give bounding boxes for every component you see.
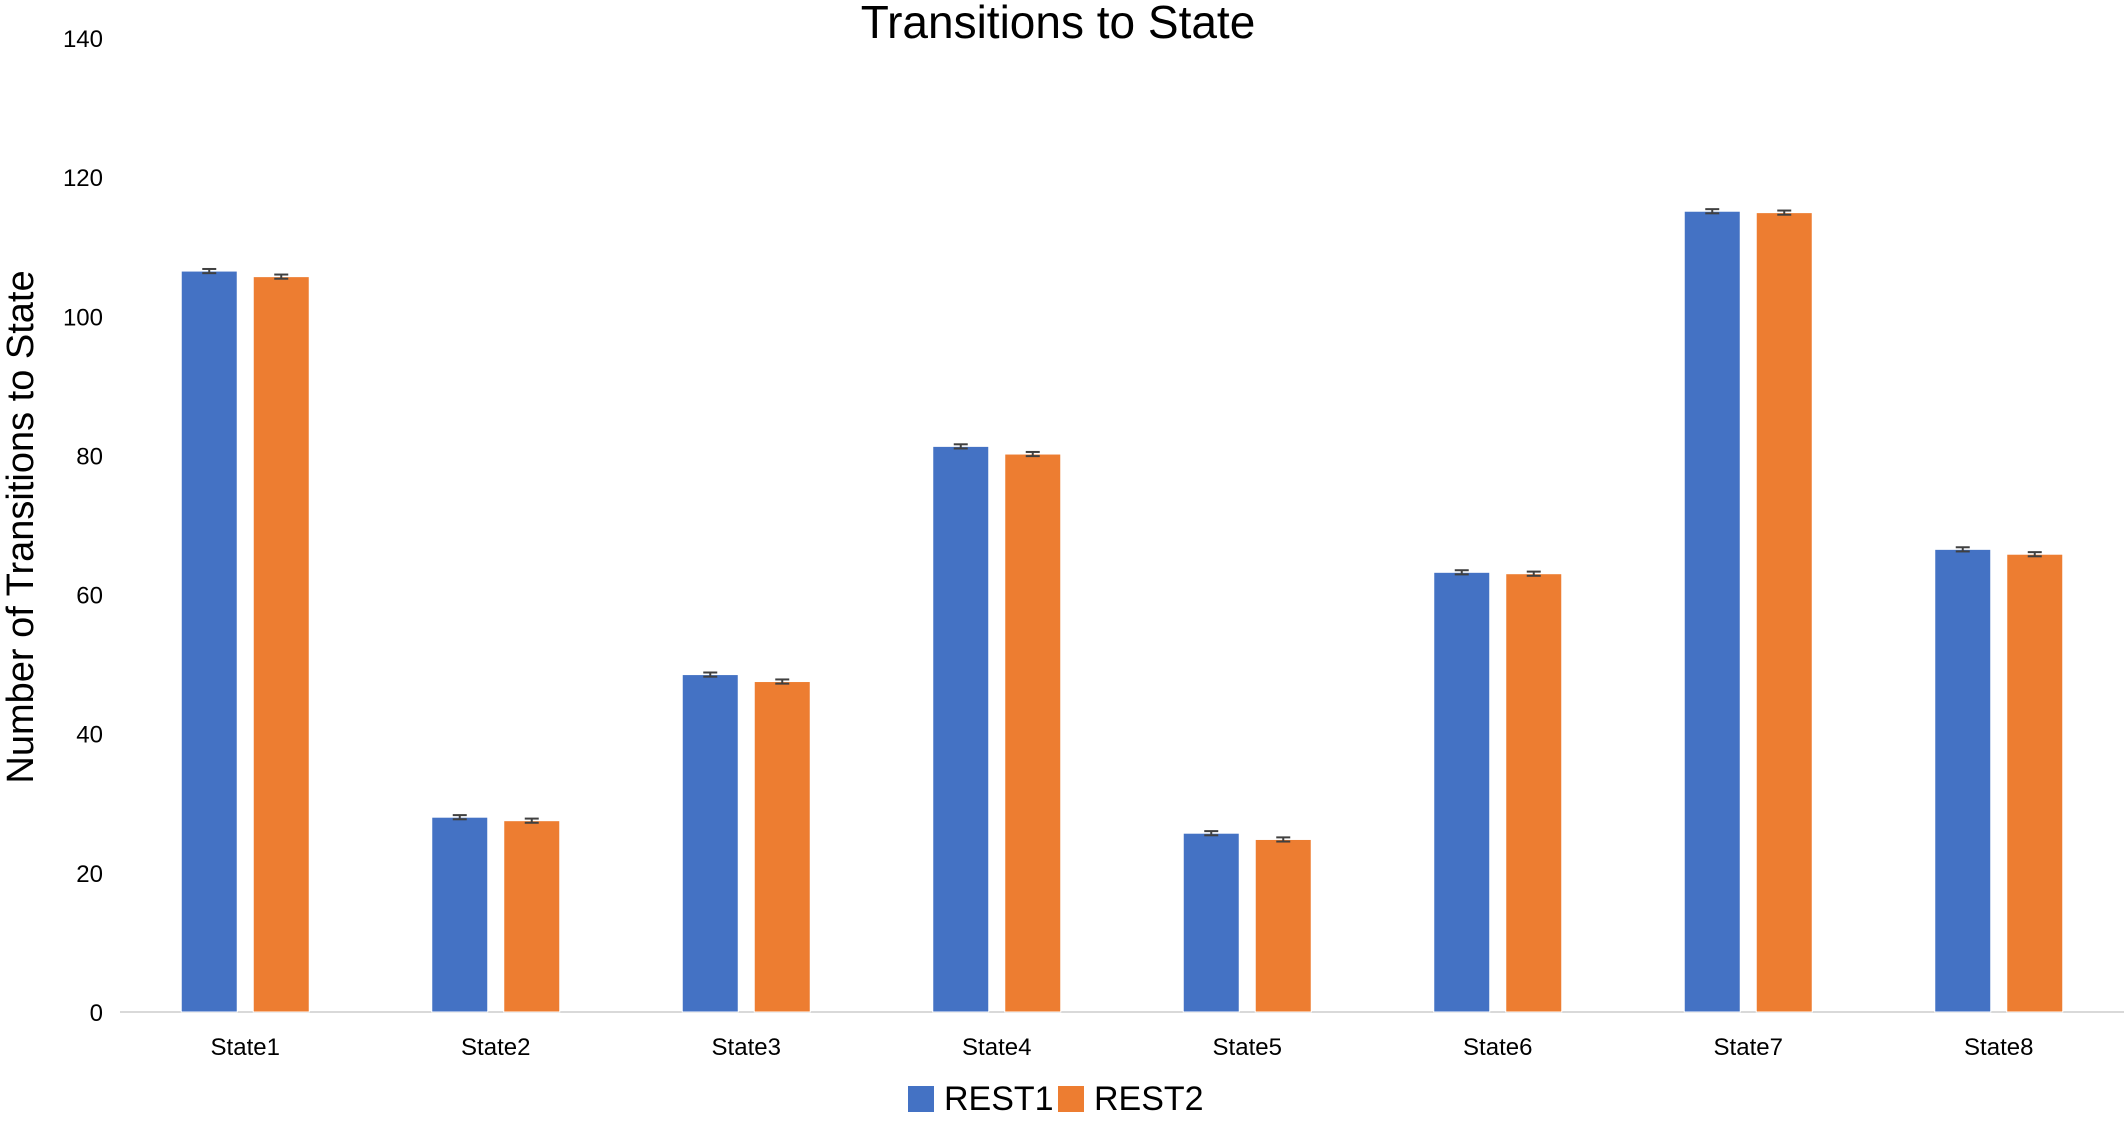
- legend-swatch-rest2: [1058, 1086, 1084, 1112]
- y-tick-label: 0: [90, 1000, 103, 1027]
- x-tick-label: State2: [461, 1034, 530, 1061]
- y-tick-label: 40: [76, 722, 103, 749]
- x-tick-label: State3: [712, 1034, 781, 1061]
- chart-title: Transitions to State: [861, 0, 1256, 48]
- y-tick-label: 20: [76, 861, 103, 888]
- legend: REST1 REST2: [908, 1080, 1204, 1118]
- y-tick-label: 120: [63, 165, 103, 192]
- y-tick-label: 60: [76, 583, 103, 610]
- y-tick-label: 100: [63, 304, 103, 331]
- bar-rest1-state1: [180, 270, 238, 1013]
- x-tick-label: State8: [1964, 1034, 2033, 1061]
- bar-rest1-state5: [1182, 832, 1240, 1013]
- x-tick-label: State6: [1463, 1034, 1532, 1061]
- bar-rest2-state8: [2006, 553, 2064, 1013]
- bar-rest1-state7: [1683, 210, 1741, 1013]
- legend-label: REST2: [1094, 1080, 1204, 1118]
- bars-group: [180, 208, 2064, 1013]
- x-tick-labels: State1 State2 State3 State4 State5 State6 Stat…: [211, 1034, 2034, 1061]
- bar-rest1-state3: [681, 674, 739, 1013]
- bar-rest1-state6: [1433, 571, 1491, 1013]
- bar-rest2-state1: [252, 276, 310, 1013]
- y-tick-label: 80: [76, 443, 103, 470]
- bar-rest2-state6: [1505, 573, 1563, 1013]
- bar-rest2-state2: [503, 820, 561, 1013]
- bar-rest1-state2: [431, 816, 489, 1013]
- x-tick-label: State4: [962, 1034, 1031, 1061]
- bar-rest1-state8: [1934, 548, 1992, 1013]
- bar-rest2-state3: [753, 681, 811, 1013]
- y-axis-label: Number of Transitions to State: [0, 270, 42, 783]
- x-tick-label: State5: [1213, 1034, 1282, 1061]
- bar-rest2-state7: [1755, 212, 1813, 1013]
- bar-rest2-state5: [1254, 838, 1312, 1013]
- x-tick-label: State1: [211, 1034, 280, 1061]
- x-tick-label: State7: [1714, 1034, 1783, 1061]
- y-tick-label: 140: [63, 26, 103, 53]
- legend-swatch-rest1: [908, 1086, 934, 1112]
- bar-rest2-state4: [1004, 453, 1062, 1013]
- y-tick-labels: 0 20 40 60 80 100 120 140: [63, 26, 103, 1027]
- legend-label: REST1: [944, 1080, 1054, 1118]
- bar-rest1-state4: [932, 445, 990, 1013]
